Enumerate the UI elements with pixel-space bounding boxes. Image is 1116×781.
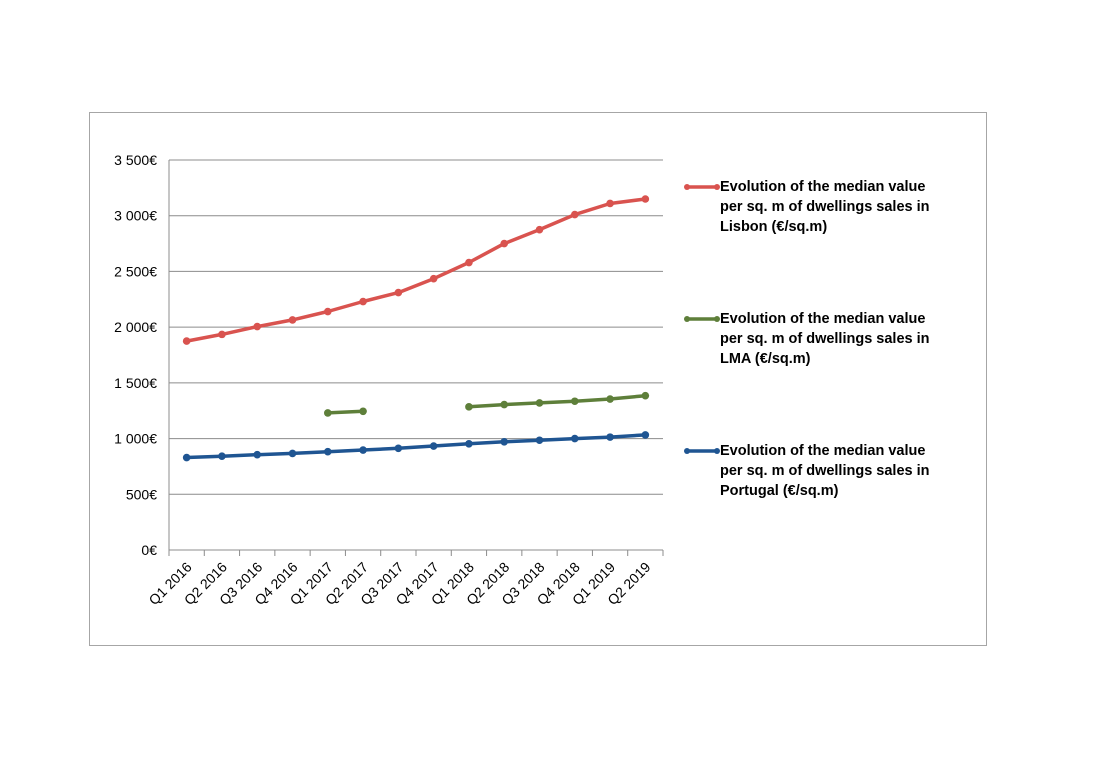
y-tick-label: 1 000€ — [114, 431, 157, 447]
series-line-2 — [186, 433, 646, 460]
data-point — [253, 322, 262, 331]
data-point — [288, 316, 297, 324]
data-point — [359, 297, 367, 306]
data-point — [323, 409, 332, 417]
series-line-1 — [327, 409, 364, 415]
legend-label-line: LMA (€/sq.m) — [720, 351, 811, 367]
data-point — [641, 431, 650, 439]
data-point — [570, 434, 579, 443]
data-point — [253, 450, 262, 459]
axes — [168, 160, 664, 556]
legend-label-line: per sq. m of dwellings sales in — [720, 463, 930, 479]
data-point — [535, 436, 544, 445]
legend-entry-1: Evolution of the median value per sq. m o… — [684, 311, 930, 367]
data-point — [182, 337, 191, 345]
data-point — [182, 453, 191, 462]
line-chart: 0€ 500€ 1 000€ 1 500€ 2 000€ 2 500€ 3 000€ 3 50… — [114, 152, 930, 608]
data-point — [606, 199, 614, 208]
legend-label-line: per sq. m of dwellings sales in — [720, 199, 930, 215]
legend-label-line: Portugal (€/sq.m) — [720, 483, 839, 499]
legend-swatch-marker — [684, 184, 690, 190]
data-point — [606, 433, 614, 441]
data-point — [641, 391, 650, 400]
data-point — [465, 258, 473, 267]
data-point — [394, 444, 403, 453]
legend-label-line: Evolution of the median value — [720, 179, 925, 195]
data-point — [288, 449, 297, 458]
legend-label-line: Evolution of the median value — [720, 443, 925, 459]
series-lines — [182, 195, 650, 462]
y-tick-label: 3 500€ — [114, 152, 157, 168]
data-point — [465, 440, 473, 448]
y-tick-labels: 0€ 500€ 1 000€ 1 500€ 2 000€ 2 500€ 3 000€ 3 50… — [114, 152, 157, 558]
data-point — [394, 288, 403, 297]
data-point — [218, 452, 226, 460]
legend-swatch-marker — [714, 448, 720, 454]
chart-frame: 0€ 500€ 1 000€ 1 500€ 2 000€ 2 500€ 3 000€ 3 50… — [89, 112, 987, 646]
y-tick-label: 2 500€ — [114, 263, 157, 279]
legend-swatch-marker — [684, 448, 690, 454]
data-point — [429, 274, 438, 283]
legend: Evolution of the median value per sq. m o… — [684, 179, 930, 499]
data-point — [323, 447, 332, 456]
data-point — [500, 400, 509, 409]
y-tick-label: 2 000€ — [114, 319, 157, 335]
legend-entry-0: Evolution of the median value per sq. m o… — [684, 179, 930, 235]
legend-entry-2: Evolution of the median value per sq. m o… — [684, 443, 930, 499]
legend-swatch-marker — [714, 184, 720, 190]
y-tick-label: 3 000€ — [114, 208, 157, 224]
data-point — [500, 239, 509, 248]
series-line-0 — [186, 197, 646, 343]
legend-label-line: per sq. m of dwellings sales in — [720, 331, 930, 347]
y-tick-label: 1 500€ — [114, 375, 157, 391]
y-tick-label: 500€ — [126, 486, 157, 502]
data-point — [218, 330, 226, 339]
legend-swatch-marker — [714, 316, 720, 322]
data-point — [535, 399, 544, 407]
data-point — [359, 446, 367, 454]
data-point — [641, 195, 650, 203]
data-point — [570, 210, 579, 219]
legend-label-line: Lisbon (€/sq.m) — [720, 219, 827, 235]
data-point — [500, 438, 509, 446]
series-line-1 — [468, 393, 646, 409]
data-point — [570, 397, 579, 406]
data-point — [606, 395, 614, 403]
y-tick-label: 0€ — [141, 542, 157, 558]
data-point — [429, 442, 438, 450]
legend-swatch-marker — [684, 316, 690, 322]
data-point — [535, 225, 544, 234]
data-point — [323, 307, 332, 316]
data-point — [359, 407, 367, 416]
legend-label-line: Evolution of the median value — [720, 311, 925, 327]
data-point — [465, 403, 473, 411]
